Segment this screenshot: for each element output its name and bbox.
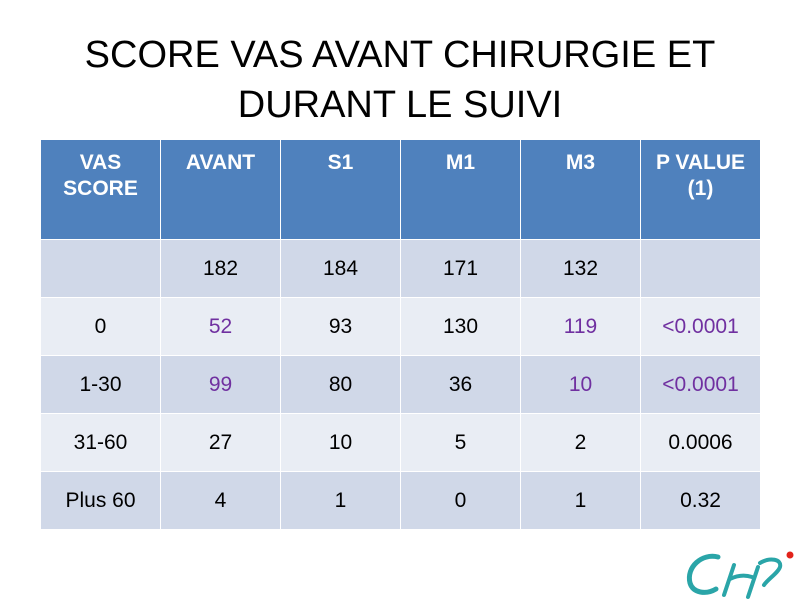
cell-s1: 80 xyxy=(280,355,401,414)
header-m3: M3 xyxy=(520,139,641,240)
cell-avant: 99 xyxy=(160,355,281,414)
table-row: 0 52 93 130 119 <0.0001 xyxy=(40,297,761,356)
cell-score xyxy=(40,239,161,298)
cell-s1: 93 xyxy=(280,297,401,356)
cell-m1: 130 xyxy=(400,297,521,356)
title-line-2: DURANT LE SUIVI xyxy=(237,84,563,126)
cell-s1: 1 xyxy=(280,471,401,530)
cell-m1: 36 xyxy=(400,355,521,414)
cell-m3: 2 xyxy=(520,413,641,472)
table-header-row: VAS SCORE AVANT S1 M1 M3 P VALUE (1) xyxy=(40,139,761,240)
table-row: 1-30 99 80 36 10 <0.0001 xyxy=(40,355,761,414)
header-m1: M1 xyxy=(400,139,521,240)
cell-p-value xyxy=(640,239,761,298)
header-avant: AVANT xyxy=(160,139,281,240)
cell-avant: 182 xyxy=(160,239,281,298)
cell-score: 0 xyxy=(40,297,161,356)
cell-score: 31-60 xyxy=(40,413,161,472)
cell-p-value: <0.0001 xyxy=(640,297,761,356)
cell-s1: 10 xyxy=(280,413,401,472)
cell-m3: 132 xyxy=(520,239,641,298)
header-s1: S1 xyxy=(280,139,401,240)
cell-s1: 184 xyxy=(280,239,401,298)
table-row: 182 184 171 132 xyxy=(40,239,761,298)
cell-score: Plus 60 xyxy=(40,471,161,530)
header-vas-score: VAS SCORE xyxy=(40,139,161,240)
header-p-value: P VALUE (1) xyxy=(640,139,761,240)
cell-score: 1-30 xyxy=(40,355,161,414)
vas-score-table: VAS SCORE AVANT S1 M1 M3 P VALUE (1) 182… xyxy=(40,139,761,530)
cell-m1: 0 xyxy=(400,471,521,530)
cell-m1: 5 xyxy=(400,413,521,472)
slide-title: SCORE VAS AVANT CHIRURGIE ET DURANT LE S… xyxy=(60,30,740,130)
cell-m3: 10 xyxy=(520,355,641,414)
table-row: Plus 60 4 1 0 1 0.32 xyxy=(40,471,761,530)
cell-avant: 27 xyxy=(160,413,281,472)
cell-p-value: 0.0006 xyxy=(640,413,761,472)
cell-avant: 52 xyxy=(160,297,281,356)
table-row: 31-60 27 10 5 2 0.0006 xyxy=(40,413,761,472)
cell-m1: 171 xyxy=(400,239,521,298)
chu-logo-icon xyxy=(686,551,794,599)
cell-avant: 4 xyxy=(160,471,281,530)
cell-p-value: <0.0001 xyxy=(640,355,761,414)
cell-m3: 1 xyxy=(520,471,641,530)
cell-m3: 119 xyxy=(520,297,641,356)
cell-p-value: 0.32 xyxy=(640,471,761,530)
title-line-1: SCORE VAS AVANT CHIRURGIE ET xyxy=(84,34,716,76)
